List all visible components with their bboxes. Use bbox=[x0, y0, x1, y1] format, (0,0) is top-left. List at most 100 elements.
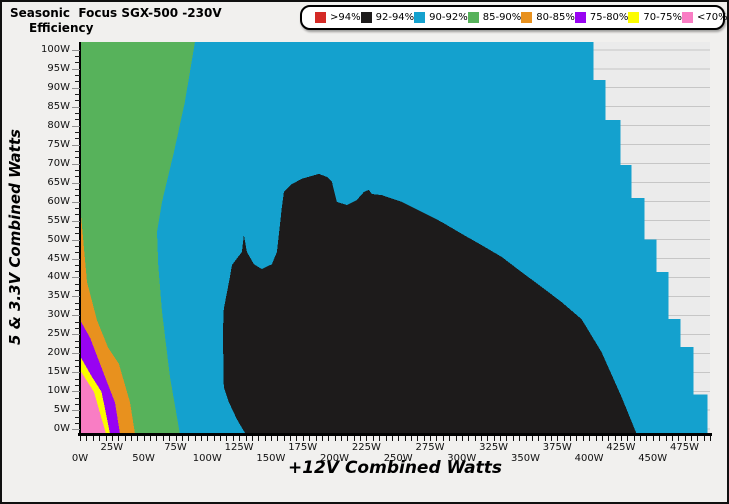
y-tick bbox=[72, 182, 80, 184]
y-tick bbox=[75, 81, 80, 83]
x-tick-label: 50W bbox=[132, 453, 155, 464]
chart-title: Seasonic Focus SGX-500 -230V bbox=[10, 6, 222, 20]
x-tick bbox=[563, 436, 565, 441]
y-tick bbox=[72, 410, 80, 412]
x-tick bbox=[366, 436, 368, 441]
x-tick bbox=[589, 436, 591, 441]
legend-swatch bbox=[414, 12, 426, 23]
x-tick bbox=[671, 436, 673, 441]
x-tick bbox=[143, 436, 145, 441]
x-tick bbox=[640, 436, 641, 441]
x-tick bbox=[690, 436, 692, 441]
y-tick bbox=[72, 315, 80, 317]
x-tick bbox=[480, 436, 482, 441]
y-tick-label: 5W bbox=[53, 404, 70, 416]
x-axis-title: +12V Combined Watts bbox=[287, 458, 502, 478]
x-tick bbox=[646, 436, 648, 441]
x-tick bbox=[258, 436, 260, 441]
x-tick bbox=[684, 436, 686, 441]
chart-subtitle: Efficiency bbox=[29, 21, 94, 35]
x-tick bbox=[512, 436, 514, 441]
legend-item: 85-90% bbox=[467, 12, 521, 23]
x-tick bbox=[124, 436, 126, 441]
y-tick bbox=[75, 384, 80, 386]
x-tick bbox=[550, 436, 552, 441]
x-tick bbox=[111, 436, 113, 441]
x-tick-label: 200W bbox=[320, 453, 349, 464]
x-tick bbox=[130, 436, 132, 441]
x-tick-label: 325W bbox=[479, 442, 509, 453]
x-tick-label: 350W bbox=[511, 453, 540, 464]
y-tick bbox=[75, 309, 80, 311]
y-tick bbox=[75, 195, 80, 197]
x-tick bbox=[309, 436, 311, 441]
x-tick bbox=[710, 436, 711, 441]
x-tick bbox=[570, 436, 571, 441]
legend-label: >94% bbox=[330, 11, 361, 23]
x-tick bbox=[468, 436, 470, 441]
legend-label: 75-80% bbox=[589, 11, 629, 23]
y-tick bbox=[75, 151, 80, 152]
y-tick-label: 55W bbox=[47, 214, 70, 226]
y-tick bbox=[75, 321, 80, 323]
x-tick bbox=[162, 436, 164, 441]
x-tick-label: 75W bbox=[164, 442, 187, 453]
y-tick-label: 100W bbox=[41, 43, 70, 55]
x-tick bbox=[321, 436, 323, 441]
y-tick bbox=[75, 340, 80, 342]
y-tick bbox=[75, 403, 80, 405]
y-tick bbox=[75, 100, 80, 102]
x-tick bbox=[601, 436, 603, 441]
y-tick-label: 15W bbox=[47, 366, 70, 378]
y-tick bbox=[75, 283, 80, 285]
x-tick bbox=[576, 436, 578, 441]
y-tick bbox=[72, 201, 80, 203]
y-tick bbox=[75, 233, 80, 235]
x-tick bbox=[391, 436, 393, 441]
y-tick bbox=[75, 188, 80, 190]
x-tick-label: 225W bbox=[351, 442, 381, 453]
x-tick bbox=[544, 436, 546, 441]
y-tick bbox=[72, 125, 80, 127]
x-tick bbox=[372, 436, 374, 441]
x-tick bbox=[531, 436, 533, 441]
y-tick bbox=[72, 391, 80, 393]
y-tick-label: 35W bbox=[47, 290, 70, 302]
x-tick-label: 150W bbox=[256, 453, 286, 464]
x-tick bbox=[245, 436, 247, 441]
legend-item: <70% bbox=[681, 12, 727, 23]
y-tick bbox=[72, 258, 80, 260]
x-tick bbox=[538, 436, 540, 441]
y-tick bbox=[72, 163, 80, 165]
y-tick bbox=[75, 245, 80, 247]
legend-item: 70-75% bbox=[628, 12, 682, 23]
x-tick bbox=[118, 436, 120, 441]
x-tick bbox=[302, 436, 304, 441]
x-tick-label: 0W bbox=[71, 453, 89, 464]
x-tick bbox=[398, 436, 400, 441]
x-tick bbox=[678, 436, 680, 441]
x-tick bbox=[86, 436, 88, 441]
y-tick bbox=[72, 334, 80, 336]
y-tick-label: 10W bbox=[47, 385, 70, 397]
x-tick bbox=[627, 436, 629, 441]
y-tick bbox=[75, 75, 80, 77]
x-tick-label: 475W bbox=[670, 442, 699, 453]
y-tick-label: 20W bbox=[47, 347, 70, 359]
x-tick bbox=[353, 436, 355, 441]
y-tick bbox=[72, 429, 80, 431]
x-tick bbox=[525, 436, 527, 441]
y-tick bbox=[75, 113, 80, 114]
y-tick-label: 80W bbox=[47, 119, 70, 131]
y-tick bbox=[72, 372, 80, 374]
y-tick bbox=[75, 214, 80, 216]
x-tick bbox=[277, 436, 279, 441]
y-tick-label: 90W bbox=[47, 81, 70, 93]
x-tick bbox=[226, 436, 228, 441]
y-tick bbox=[72, 277, 80, 279]
x-tick bbox=[557, 436, 559, 441]
legend-label: 92-94% bbox=[375, 11, 415, 23]
y-tick bbox=[72, 87, 80, 89]
x-tick bbox=[697, 436, 699, 441]
